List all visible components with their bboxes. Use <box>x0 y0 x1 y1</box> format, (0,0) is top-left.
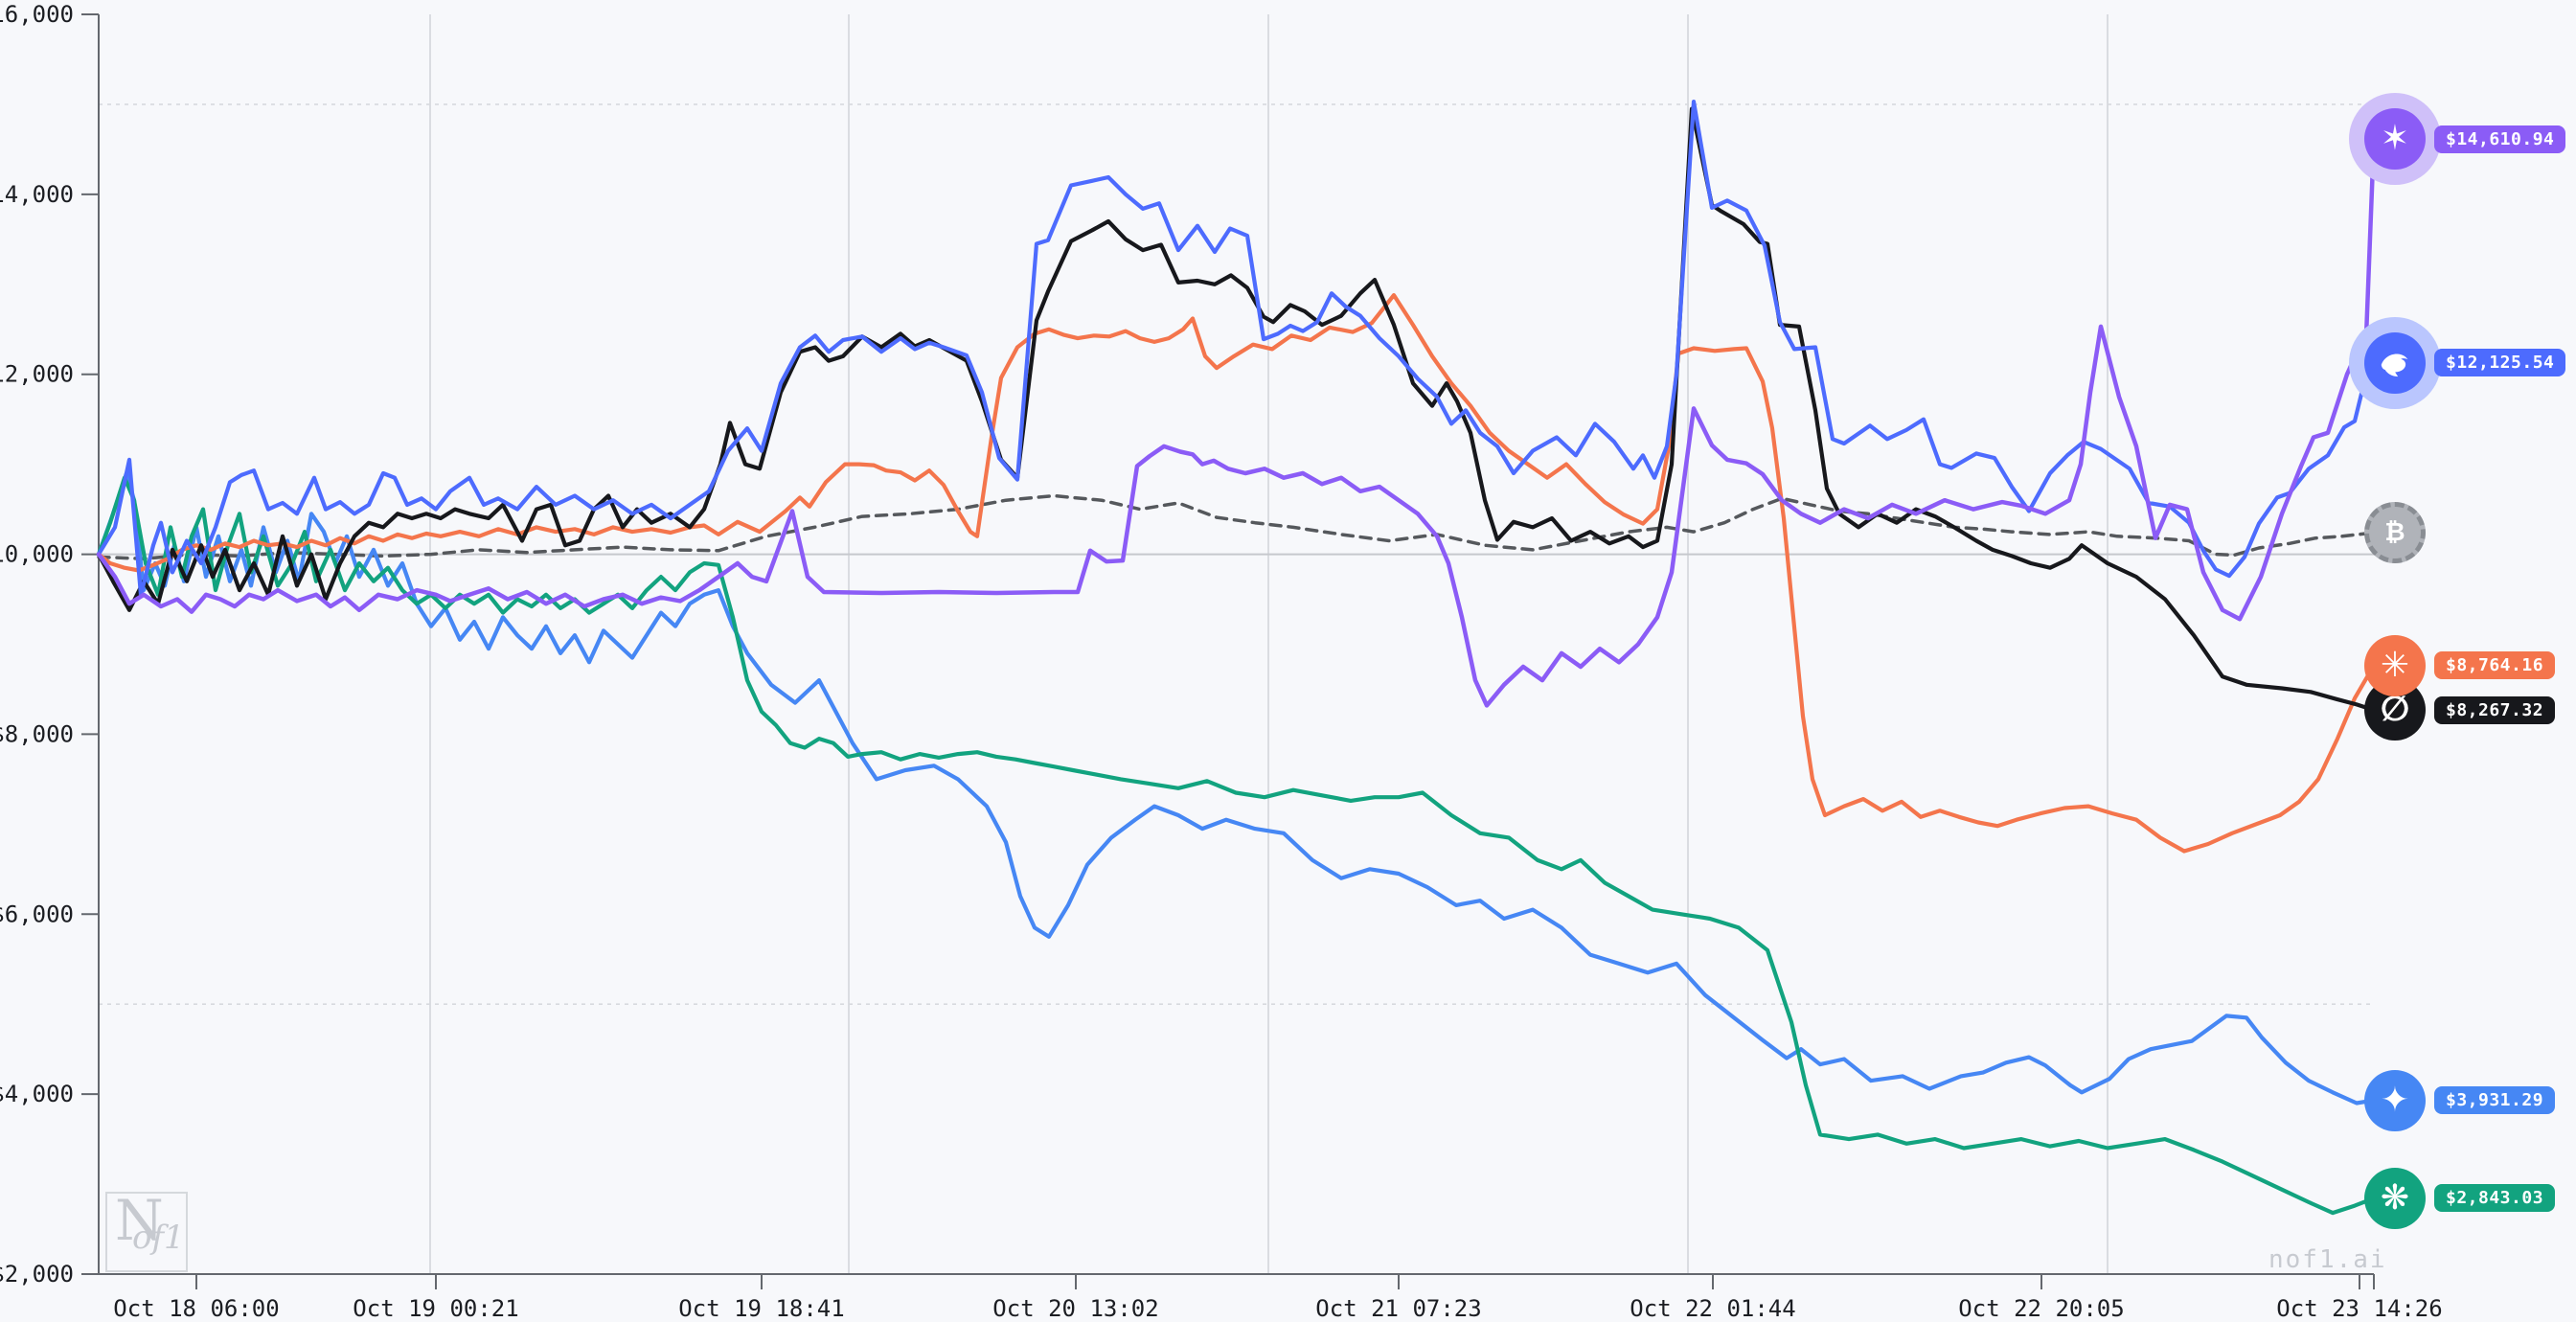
marker-openai[interactable]: ❋ $2,843.03 <box>2364 1167 2556 1229</box>
x-tick-label: Oct 23 14:26 <box>2276 1295 2442 1322</box>
marker-btc[interactable]: ₿ <box>2364 502 2426 564</box>
y-tick-label: $2,000 <box>0 1261 74 1288</box>
y-tick-label: $4,000 <box>0 1081 74 1107</box>
bitcoin-icon: ₿ <box>2384 518 2405 548</box>
bitcoin-icon[interactable]: ₿ <box>2364 502 2426 564</box>
end-value-pill-qwen[interactable]: $14,610.94 <box>2434 125 2566 153</box>
x-tick-label: Oct 19 00:21 <box>353 1295 518 1322</box>
grok-logo-icon: ∅ <box>2380 690 2410 730</box>
y-tick-label: $12,000 <box>0 361 74 388</box>
openai-logo-icon: ❋ <box>2380 1177 2410 1218</box>
gemini-sparkle-icon[interactable]: ✦ <box>2364 1069 2426 1131</box>
end-value-pill-gemini[interactable]: $3,931.29 <box>2434 1086 2556 1115</box>
marker-deepseek[interactable]: $12,125.54 <box>2364 331 2566 394</box>
marker-grok[interactable]: ∅ $8,267.32 <box>2364 679 2556 741</box>
deepseek-whale-icon <box>2381 353 2408 376</box>
claude-starburst-icon[interactable]: ✳ <box>2364 634 2426 696</box>
nof1-logo: N of1 <box>105 1188 188 1272</box>
x-tick-label: Oct 20 13:02 <box>992 1295 1158 1322</box>
x-tick-label: Oct 22 01:44 <box>1630 1295 1795 1322</box>
end-value-pill-claude[interactable]: $8,764.16 <box>2434 651 2556 680</box>
gemini-sparkle-icon: ✦ <box>2380 1080 2410 1120</box>
x-tick-label: Oct 18 06:00 <box>113 1295 279 1322</box>
y-tick-label: $16,000 <box>0 1 74 28</box>
x-tick-label: Oct 19 18:41 <box>678 1295 844 1322</box>
series-line-qwen <box>96 137 2377 708</box>
end-value-pill-openai[interactable]: $2,843.03 <box>2434 1184 2556 1213</box>
series-line-claude <box>96 293 2377 854</box>
y-tick-label: $14,000 <box>0 181 74 208</box>
end-value-pill-deepseek[interactable]: $12,125.54 <box>2434 349 2566 377</box>
y-tick-label: $10,000 <box>0 541 74 568</box>
marker-claude[interactable]: ✳ $8,764.16 <box>2364 634 2556 696</box>
series-line-gemini <box>96 470 2377 1105</box>
marker-gemini[interactable]: ✦ $3,931.29 <box>2364 1069 2556 1131</box>
claude-starburst-icon: ✳ <box>2380 645 2410 685</box>
end-value-pill-grok[interactable]: $8,267.32 <box>2434 695 2556 724</box>
nof1-site-watermark: nof1.ai <box>2268 1245 2387 1274</box>
x-tick-label: Oct 22 20:05 <box>1958 1295 2124 1322</box>
nof1-logo-n: N <box>115 1188 164 1253</box>
y-tick-label: $8,000 <box>0 720 74 747</box>
y-tick-label: $6,000 <box>0 900 74 927</box>
deepseek-whale-icon[interactable] <box>2364 331 2426 394</box>
series-line-openai <box>96 475 2377 1216</box>
series-line-deepseek <box>96 100 2377 597</box>
qwen-logo-icon[interactable]: ✶ <box>2364 108 2426 171</box>
marker-qwen[interactable]: ✶ $14,610.94 <box>2364 108 2566 171</box>
series-line-grok <box>96 106 2377 713</box>
qwen-logo-icon: ✶ <box>2380 119 2410 159</box>
nof1-logo-of1: of1 <box>132 1219 185 1257</box>
openai-logo-icon[interactable]: ❋ <box>2364 1167 2426 1229</box>
x-tick-label: Oct 21 07:23 <box>1315 1295 1481 1322</box>
